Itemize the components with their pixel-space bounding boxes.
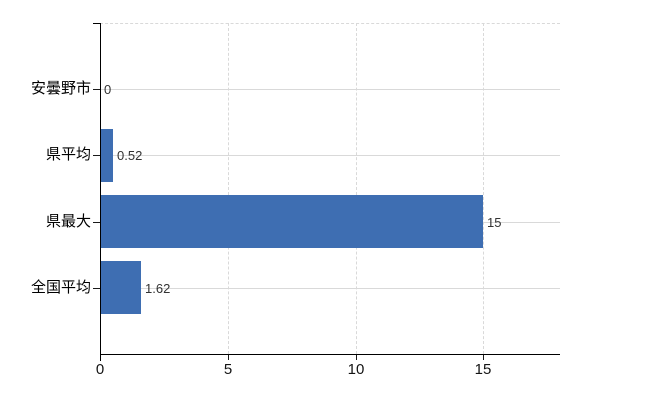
bar xyxy=(101,261,141,314)
bar xyxy=(101,195,483,248)
x-tick xyxy=(356,355,357,360)
category-label: 県最大 xyxy=(45,213,91,230)
x-tick xyxy=(483,355,484,360)
gridline-horizontal xyxy=(100,155,560,156)
x-tick-label: 5 xyxy=(223,361,233,378)
gridline-horizontal xyxy=(100,288,560,289)
y-tick xyxy=(93,155,100,156)
axis-top-tick xyxy=(93,23,101,24)
x-tick xyxy=(228,355,229,360)
value-label: 15 xyxy=(487,215,502,230)
category-label: 全国平均 xyxy=(30,279,91,296)
value-label: 0.52 xyxy=(117,148,143,163)
x-tick-label: 15 xyxy=(474,361,492,378)
category-label: 県平均 xyxy=(45,146,91,163)
gridline-vertical xyxy=(483,23,484,354)
y-tick xyxy=(93,89,100,90)
value-label: 0 xyxy=(104,82,112,97)
gridline-horizontal xyxy=(100,89,560,90)
y-axis xyxy=(100,23,101,361)
x-tick-label: 10 xyxy=(347,361,365,378)
y-tick xyxy=(93,222,100,223)
gridline-vertical xyxy=(228,23,229,354)
plot-top-border xyxy=(100,23,560,24)
y-tick xyxy=(93,288,100,289)
x-tick-label: 0 xyxy=(95,361,105,378)
bar xyxy=(101,129,113,182)
category-label: 安曇野市 xyxy=(30,80,91,97)
gridline-vertical xyxy=(356,23,357,354)
x-axis xyxy=(100,354,560,355)
value-label: 1.62 xyxy=(145,281,171,296)
